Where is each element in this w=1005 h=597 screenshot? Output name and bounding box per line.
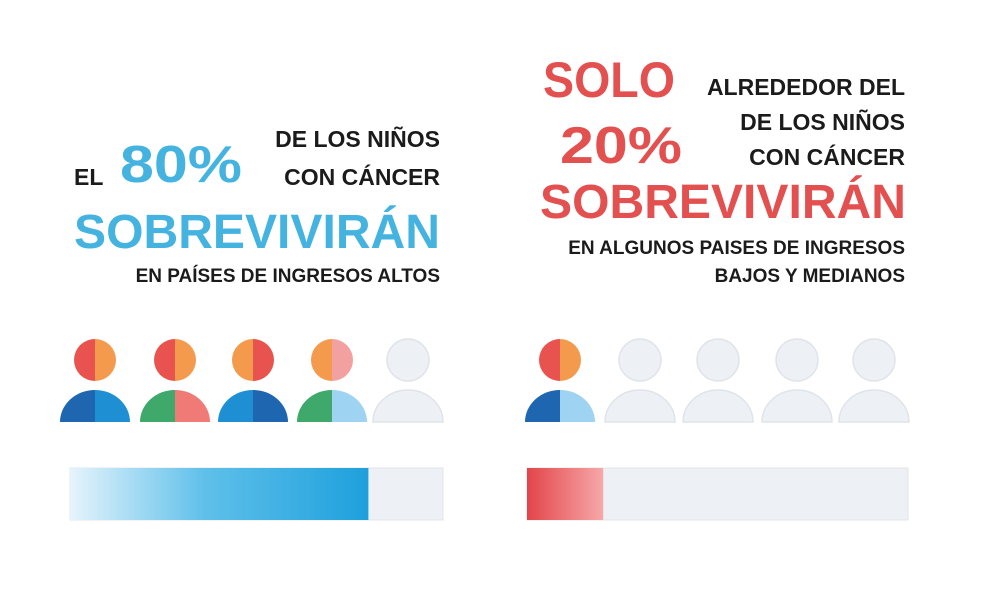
progress-bars <box>69 467 909 521</box>
person-icon-head <box>175 339 196 381</box>
person-icon-head <box>311 339 332 381</box>
person-icon-body <box>682 389 754 423</box>
person-icon-body <box>525 390 560 422</box>
person-icon-head <box>560 339 581 381</box>
text-line: CON CÁNCER <box>284 163 440 190</box>
person-icon-body <box>218 390 253 422</box>
note: BAJOS Y MEDIANOS <box>715 266 905 287</box>
percent-text: 80% <box>120 136 242 194</box>
person-icon-body <box>332 390 367 422</box>
person-icon-head <box>696 338 740 382</box>
people-icons <box>60 338 910 423</box>
person-icon-body <box>838 389 910 423</box>
person-icon-body <box>560 390 595 422</box>
person-icon-head <box>852 338 896 382</box>
person-icon-head <box>539 339 560 381</box>
person-icon-head <box>232 339 253 381</box>
person-icon-head <box>74 339 95 381</box>
person-icon-body <box>604 389 676 423</box>
progress-fill <box>527 468 604 520</box>
person-icon-body <box>140 390 175 422</box>
person-icon-body <box>372 389 444 423</box>
person-icon-head <box>332 339 353 381</box>
person-icon-head <box>386 338 430 382</box>
headline: SOBREVIVIRÁN <box>74 205 440 259</box>
person-icon-head <box>618 338 662 382</box>
headline: SOBREVIVIRÁN <box>540 175 906 229</box>
text-line: CON CÁNCER <box>749 143 905 170</box>
text-prefix: EL <box>74 164 103 190</box>
text-line: DE LOS NIÑOS <box>740 108 905 135</box>
progress-fill <box>70 468 369 520</box>
person-icon-body <box>175 390 210 422</box>
person-icon-body <box>297 390 332 422</box>
person-icon-body <box>761 389 833 423</box>
person-icon-body <box>95 390 130 422</box>
person-icon-body <box>60 390 95 422</box>
note: EN ALGUNOS PAISES DE INGRESOS <box>568 238 905 259</box>
text-prefix: SOLO <box>543 52 675 108</box>
percent-text: 20% <box>560 117 682 175</box>
person-icon-head <box>775 338 819 382</box>
person-icon-head <box>95 339 116 381</box>
note: EN PAÍSES DE INGRESOS ALTOS <box>136 265 440 287</box>
person-icon-head <box>253 339 274 381</box>
text-line: ALREDEDOR DEL <box>707 74 905 100</box>
text-line: DE LOS NIÑOS <box>275 125 440 152</box>
person-icon-body <box>253 390 288 422</box>
person-icon-head <box>154 339 175 381</box>
